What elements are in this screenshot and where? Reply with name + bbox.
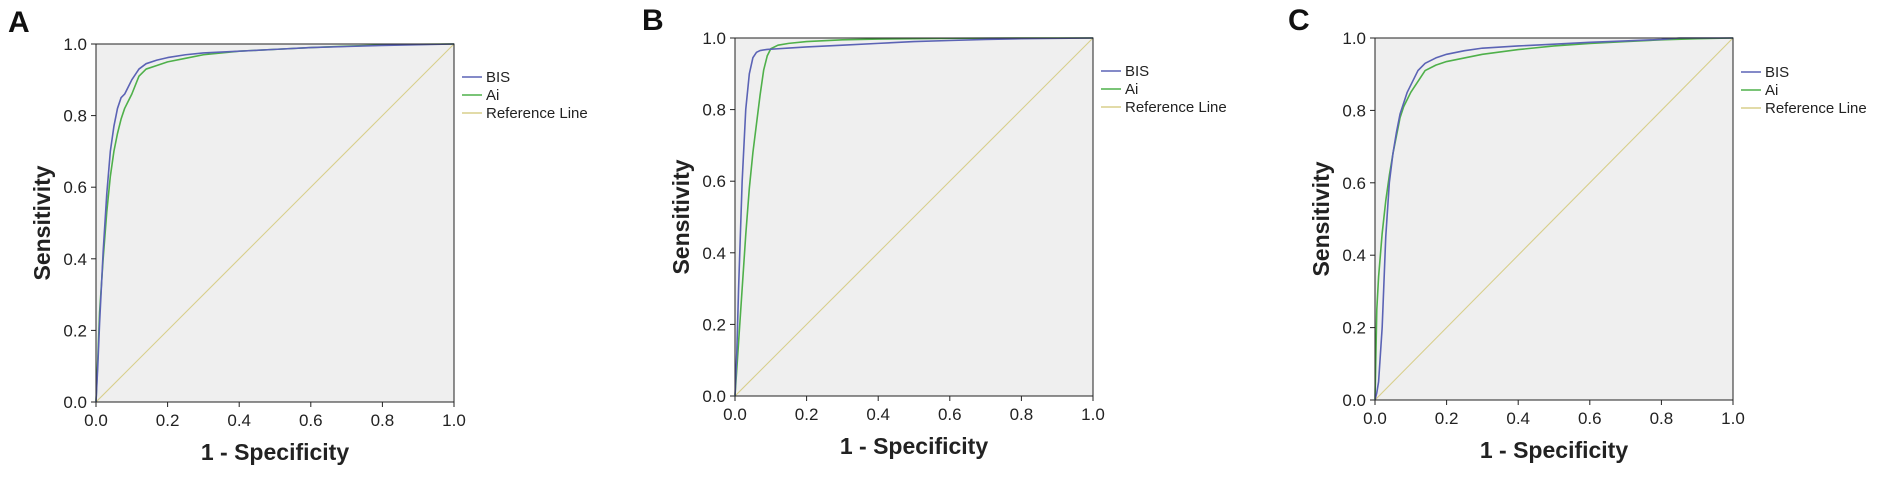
y-tick-label: 1.0 <box>1342 29 1366 48</box>
legend-label-ai: Ai <box>1125 81 1138 98</box>
x-tick-label: 0.4 <box>1506 409 1530 428</box>
legend-label-bis: BIS <box>1765 64 1789 81</box>
y-tick-label: 1.0 <box>63 35 87 54</box>
y-tick-label: 0.0 <box>702 387 726 406</box>
y-tick-label: 0.6 <box>702 172 726 191</box>
legend-label-reference-line: Reference Line <box>1125 99 1227 116</box>
x-axis-title: 1 - Specificity <box>840 433 988 459</box>
x-axis-title: 1 - Specificity <box>1480 437 1628 463</box>
panel-letter: A <box>8 6 30 39</box>
y-axis-title: Sensitivity <box>1308 161 1334 276</box>
plot-frame <box>1374 37 1734 401</box>
plot-frame <box>95 43 455 403</box>
roc-panel-b: B 0.0 0.2 0.4 0.6 0.8 1.0 0.0 0.2 0.4 0.6 0.8 1.0 1 -… <box>642 4 1227 459</box>
legend-label-reference-line: Reference Line <box>486 105 588 122</box>
ai-roc-curve <box>1374 37 1734 401</box>
reference-line <box>1374 37 1734 401</box>
x-tick-label: 0.2 <box>156 411 180 430</box>
panel-letter: C <box>1288 4 1310 37</box>
x-tick-label: 0.6 <box>299 411 323 430</box>
panel-letter: B <box>642 4 664 37</box>
legend-label-ai: Ai <box>486 87 499 104</box>
reference-line <box>734 37 1094 397</box>
y-tick-label: 0.8 <box>1342 101 1366 120</box>
x-tick-label: 1.0 <box>1721 409 1745 428</box>
bis-roc-curve <box>95 43 455 403</box>
legend-label-ai: Ai <box>1765 82 1778 99</box>
y-tick-label: 0.4 <box>63 250 87 269</box>
x-tick-label: 1.0 <box>442 411 466 430</box>
y-axis-title: Sensitivity <box>668 159 694 274</box>
x-tick-label: 0.0 <box>723 405 747 424</box>
roc-panel-c: C 0.0 0.2 0.4 0.6 0.8 1.0 0.0 0.2 0.4 0.6 0.8 1.0 1 -… <box>1288 4 1867 463</box>
y-tick-label: 0.0 <box>63 393 87 412</box>
x-axis-title: 1 - Specificity <box>201 439 349 465</box>
x-tick-label: 0.4 <box>227 411 251 430</box>
y-tick-label: 0.6 <box>63 178 87 197</box>
y-tick-label: 0.4 <box>1342 246 1366 265</box>
x-tick-label: 0.8 <box>371 411 395 430</box>
legend-label-reference-line: Reference Line <box>1765 100 1867 117</box>
x-tick-label: 0.0 <box>1363 409 1387 428</box>
x-tick-label: 0.6 <box>938 405 962 424</box>
y-tick-label: 0.2 <box>63 321 87 340</box>
bis-roc-curve <box>734 37 1094 397</box>
legend-label-bis: BIS <box>486 69 510 86</box>
x-tick-label: 0.0 <box>84 411 108 430</box>
y-axis-title: Sensitivity <box>29 165 55 280</box>
y-tick-label: 0.2 <box>1342 319 1366 338</box>
legend-label-bis: BIS <box>1125 63 1149 80</box>
x-tick-label: 1.0 <box>1081 405 1105 424</box>
x-tick-label: 0.2 <box>795 405 819 424</box>
y-tick-label: 0.0 <box>1342 391 1366 410</box>
x-tick-label: 0.8 <box>1010 405 1034 424</box>
x-tick-label: 0.6 <box>1578 409 1602 428</box>
x-tick-label: 0.8 <box>1650 409 1674 428</box>
y-tick-label: 0.8 <box>702 101 726 120</box>
plot-frame <box>734 37 1094 397</box>
y-tick-label: 0.6 <box>1342 174 1366 193</box>
x-tick-label: 0.4 <box>866 405 890 424</box>
ai-roc-curve <box>734 37 1093 397</box>
y-tick-label: 0.2 <box>702 315 726 334</box>
y-tick-label: 0.4 <box>702 244 726 263</box>
bis-roc-curve <box>1374 37 1733 401</box>
y-tick-label: 1.0 <box>702 29 726 48</box>
y-tick-label: 0.8 <box>63 107 87 126</box>
x-tick-label: 0.2 <box>1435 409 1459 428</box>
roc-panel-a: A 0.0 0.2 0.4 0.6 0.8 1.0 0.0 0.2 0.4 0.6 0.8 1.0 1 -… <box>8 6 588 465</box>
reference-line <box>95 43 455 403</box>
